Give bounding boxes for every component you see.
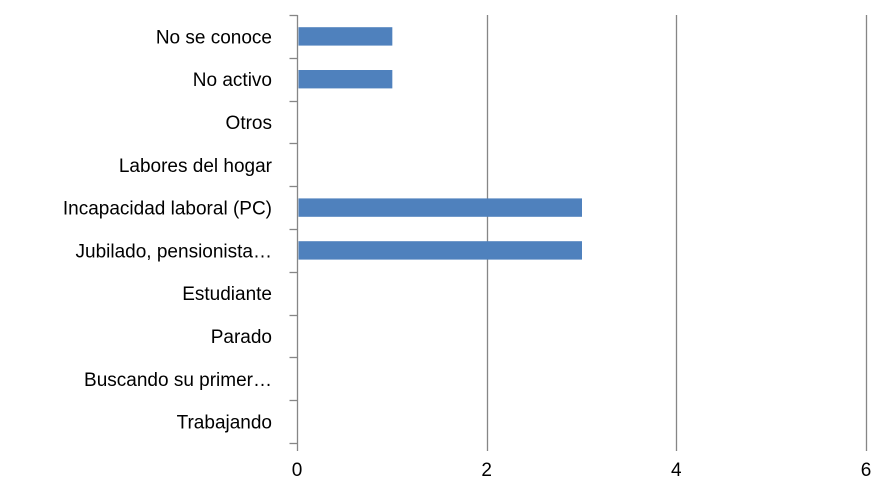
x-tick-label: 6: [861, 460, 872, 481]
category-label: Otros: [226, 113, 272, 134]
x-tick-label: 2: [481, 460, 492, 481]
category-label: No se conoce: [156, 27, 272, 48]
x-tick-labels: 0 2 4 6: [292, 460, 872, 481]
category-label: Trabajando: [177, 413, 272, 434]
category-labels: Trabajando Buscando su primer… Parado Estud…: [63, 27, 273, 433]
category-label: Incapacidad laboral (PC): [63, 199, 272, 220]
category-label: Buscando su primer…: [84, 370, 272, 391]
bar-9: [298, 27, 393, 46]
bars: [298, 27, 582, 260]
axes: [289, 14, 299, 451]
x-tick-label: 4: [671, 460, 682, 481]
category-label: Parado: [211, 327, 272, 348]
category-label: No activo: [193, 70, 272, 91]
bar-8: [298, 70, 393, 89]
category-label: Labores del hogar: [119, 156, 273, 177]
bar-4: [298, 241, 582, 260]
x-tick-label: 0: [292, 460, 303, 481]
category-label: Estudiante: [182, 284, 272, 305]
category-label: Jubilado, pensionista…: [76, 241, 272, 262]
bar-5: [298, 198, 582, 217]
gridlines: [486, 15, 868, 451]
